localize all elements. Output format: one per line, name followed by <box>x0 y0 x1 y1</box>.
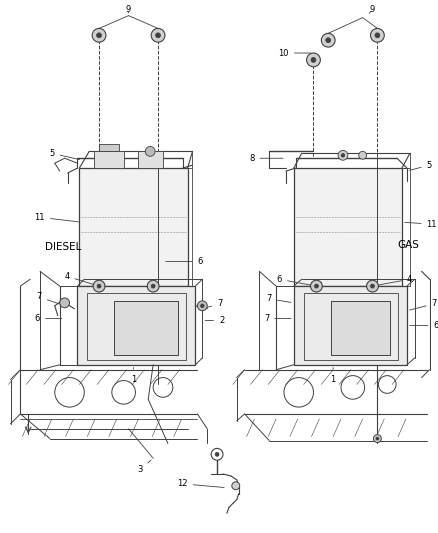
Circle shape <box>151 284 155 288</box>
Circle shape <box>145 147 155 156</box>
Text: 11: 11 <box>35 213 78 222</box>
Text: 6: 6 <box>166 257 203 266</box>
Bar <box>87 293 186 360</box>
Text: 2: 2 <box>205 316 224 325</box>
Circle shape <box>341 154 345 157</box>
Circle shape <box>376 437 379 440</box>
Bar <box>294 168 402 286</box>
Text: 4: 4 <box>64 272 96 285</box>
Circle shape <box>374 434 381 442</box>
Circle shape <box>198 301 207 311</box>
Circle shape <box>311 58 316 62</box>
Circle shape <box>371 28 384 42</box>
Text: 3: 3 <box>138 460 151 474</box>
Circle shape <box>201 304 204 308</box>
Bar <box>79 168 187 286</box>
Circle shape <box>314 284 318 288</box>
Bar <box>99 143 119 151</box>
Circle shape <box>147 280 159 292</box>
Circle shape <box>326 38 331 43</box>
Circle shape <box>307 53 320 67</box>
Text: 1: 1 <box>131 368 136 384</box>
Text: 6: 6 <box>277 274 314 286</box>
Text: 8: 8 <box>249 154 283 163</box>
Circle shape <box>215 453 219 456</box>
Text: 1: 1 <box>331 368 336 384</box>
Text: 7: 7 <box>264 314 291 323</box>
Circle shape <box>321 34 335 47</box>
Circle shape <box>367 280 378 292</box>
Circle shape <box>311 280 322 292</box>
Text: 9: 9 <box>369 5 375 14</box>
Bar <box>94 151 124 168</box>
Text: 5: 5 <box>49 149 80 159</box>
Circle shape <box>375 33 380 38</box>
Text: GAS: GAS <box>397 240 419 250</box>
Text: 7: 7 <box>37 293 62 305</box>
Bar <box>294 286 407 365</box>
Circle shape <box>60 298 70 308</box>
Circle shape <box>92 28 106 42</box>
Circle shape <box>155 33 160 38</box>
Bar <box>114 301 178 355</box>
Circle shape <box>338 150 348 160</box>
Text: 6: 6 <box>35 314 62 323</box>
Text: DIESEL: DIESEL <box>45 242 81 252</box>
Circle shape <box>97 33 102 38</box>
Circle shape <box>97 284 101 288</box>
Circle shape <box>359 151 367 159</box>
Bar <box>304 293 398 360</box>
Text: 5: 5 <box>410 160 432 171</box>
Text: 11: 11 <box>405 220 437 229</box>
Circle shape <box>151 28 165 42</box>
Text: 7: 7 <box>205 300 223 308</box>
Bar <box>138 151 163 168</box>
Text: 4: 4 <box>375 274 412 286</box>
Bar <box>78 286 195 365</box>
Text: 10: 10 <box>279 49 311 58</box>
Circle shape <box>371 284 374 288</box>
Text: 9: 9 <box>126 5 131 14</box>
Text: 7: 7 <box>410 300 437 310</box>
Text: 6: 6 <box>410 321 438 330</box>
Text: 7: 7 <box>267 294 291 303</box>
Circle shape <box>232 482 240 490</box>
Circle shape <box>93 280 105 292</box>
Bar <box>331 301 390 355</box>
Text: 12: 12 <box>177 479 224 488</box>
